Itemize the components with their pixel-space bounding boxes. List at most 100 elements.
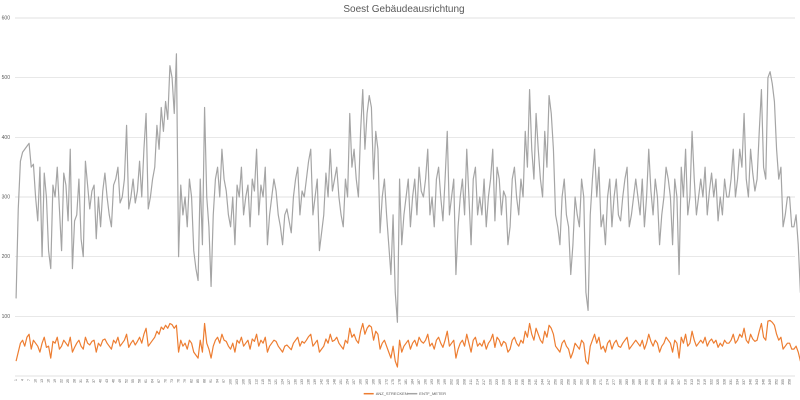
x-tick-label: 19 xyxy=(53,379,57,383)
x-tick-label: 304 xyxy=(671,379,675,385)
series-line-anz_strecken xyxy=(15,319,800,368)
x-tick-label: 229 xyxy=(508,379,512,385)
x-tick-label: 127 xyxy=(287,379,291,385)
chart-title: Soest Gebäudeausrichtung xyxy=(343,4,464,15)
x-tick-label: 352 xyxy=(775,379,779,385)
x-tick-label: 262 xyxy=(580,379,584,385)
x-tick-label: 133 xyxy=(300,379,304,385)
x-tick-label: 199 xyxy=(443,379,447,385)
x-tick-label: 271 xyxy=(599,379,603,385)
x-tick-label: 34 xyxy=(86,379,90,383)
x-tick-label: 157 xyxy=(352,379,356,385)
series-lines xyxy=(15,53,800,368)
x-tick-label: 85 xyxy=(196,379,200,383)
x-tick-label: 112 xyxy=(255,379,259,385)
x-tick-label: 277 xyxy=(612,379,616,385)
x-tick-label: 238 xyxy=(528,379,532,385)
x-tick-label: 214 xyxy=(476,379,480,385)
y-tick-label: 300 xyxy=(2,195,11,201)
x-tick-label: 235 xyxy=(521,379,525,385)
x-tick-label: 118 xyxy=(268,379,272,385)
x-tick-label: 184 xyxy=(411,379,415,385)
x-tick-label: 346 xyxy=(762,379,766,385)
x-tick-label: 247 xyxy=(547,379,551,385)
x-tick-label: 292 xyxy=(645,379,649,385)
x-tick-label: 232 xyxy=(515,379,519,385)
x-tick-label: 91 xyxy=(209,379,213,383)
x-tick-label: 187 xyxy=(417,379,421,385)
x-tick-label: 163 xyxy=(365,379,369,385)
x-tick-label: 13 xyxy=(40,379,44,383)
x-tick-label: 280 xyxy=(619,379,623,385)
x-tick-label: 100 xyxy=(229,379,233,385)
x-tick-label: 109 xyxy=(248,379,252,385)
x-tick-label: 64 xyxy=(151,379,155,383)
x-tick-label: 145 xyxy=(326,379,330,385)
x-tick-label: 298 xyxy=(658,379,662,385)
x-tick-label: 10 xyxy=(34,379,38,383)
legend: ANZ_STRECKEN ENTF_METER xyxy=(363,391,446,396)
x-tick-label: 313 xyxy=(690,379,694,385)
x-tick-label: 94 xyxy=(216,379,220,383)
x-tick-label: 196 xyxy=(437,379,441,385)
x-tick-label: 58 xyxy=(138,379,142,383)
x-tick-label: 154 xyxy=(346,379,350,385)
x-tick-label: 217 xyxy=(482,379,486,385)
x-tick-label: 253 xyxy=(560,379,564,385)
x-tick-label: 295 xyxy=(651,379,655,385)
x-tick-label: 289 xyxy=(638,379,642,385)
x-tick-label: 331 xyxy=(729,379,733,385)
x-tick-label: 205 xyxy=(456,379,460,385)
x-tick-label: 160 xyxy=(359,379,363,385)
x-tick-label: 178 xyxy=(398,379,402,385)
x-tick-label: 31 xyxy=(79,379,83,383)
x-tick-label: 142 xyxy=(320,379,324,385)
x-tick-label: 103 xyxy=(235,379,239,385)
x-tick-label: 148 xyxy=(333,379,337,385)
x-tick-label: 16 xyxy=(47,379,51,383)
x-tick-label: 67 xyxy=(157,379,161,383)
x-tick-label: 166 xyxy=(372,379,376,385)
series-line-entf_meter xyxy=(15,53,800,323)
x-tick-label: 76 xyxy=(177,379,181,383)
x-tick-label: 343 xyxy=(755,379,759,385)
x-tick-label: 220 xyxy=(489,379,493,385)
x-tick-label: 301 xyxy=(664,379,668,385)
x-tick-label: 316 xyxy=(697,379,701,385)
y-tick-label: 600 xyxy=(2,16,11,22)
x-tick-label: 40 xyxy=(99,379,103,383)
x-tick-label: 283 xyxy=(625,379,629,385)
x-tick-label: 226 xyxy=(502,379,506,385)
x-tick-label: 349 xyxy=(768,379,772,385)
x-tick-label: 52 xyxy=(125,379,129,383)
x-tick-label: 223 xyxy=(495,379,499,385)
x-tick-label: 25 xyxy=(66,379,70,383)
x-tick-label: 73 xyxy=(170,379,174,383)
x-tick-label: 193 xyxy=(430,379,434,385)
x-tick-label: 82 xyxy=(190,379,194,383)
x-tick-label: 259 xyxy=(573,379,577,385)
x-tick-label: 328 xyxy=(723,379,727,385)
y-tick-label: 500 xyxy=(2,75,11,81)
x-tick-label: 115 xyxy=(261,379,265,385)
legend-label: ENTF_METER xyxy=(419,391,446,396)
x-axis-ticks: 1 4 7 10 13 16 19 22 25 28 31 34 37 40 43 46 49 52 55 58 61 6… xyxy=(14,379,791,385)
y-tick-label: 100 xyxy=(2,314,11,320)
x-tick-label: 181 xyxy=(404,379,408,385)
x-tick-label: 268 xyxy=(593,379,597,385)
x-tick-label: 208 xyxy=(463,379,467,385)
x-tick-label: 334 xyxy=(736,379,740,385)
x-tick-label: 340 xyxy=(749,379,753,385)
x-tick-label: 241 xyxy=(534,379,538,385)
x-tick-label: 28 xyxy=(73,379,77,383)
x-tick-label: 46 xyxy=(112,379,116,383)
x-tick-label: 322 xyxy=(710,379,714,385)
x-tick-label: 49 xyxy=(118,379,122,383)
legend-label: ANZ_STRECKEN xyxy=(376,391,408,396)
x-tick-label: 130 xyxy=(294,379,298,385)
x-tick-label: 172 xyxy=(385,379,389,385)
x-tick-label: 139 xyxy=(313,379,317,385)
x-tick-label: 250 xyxy=(554,379,558,385)
x-tick-label: 70 xyxy=(164,379,168,383)
x-tick-label: 244 xyxy=(541,379,545,385)
